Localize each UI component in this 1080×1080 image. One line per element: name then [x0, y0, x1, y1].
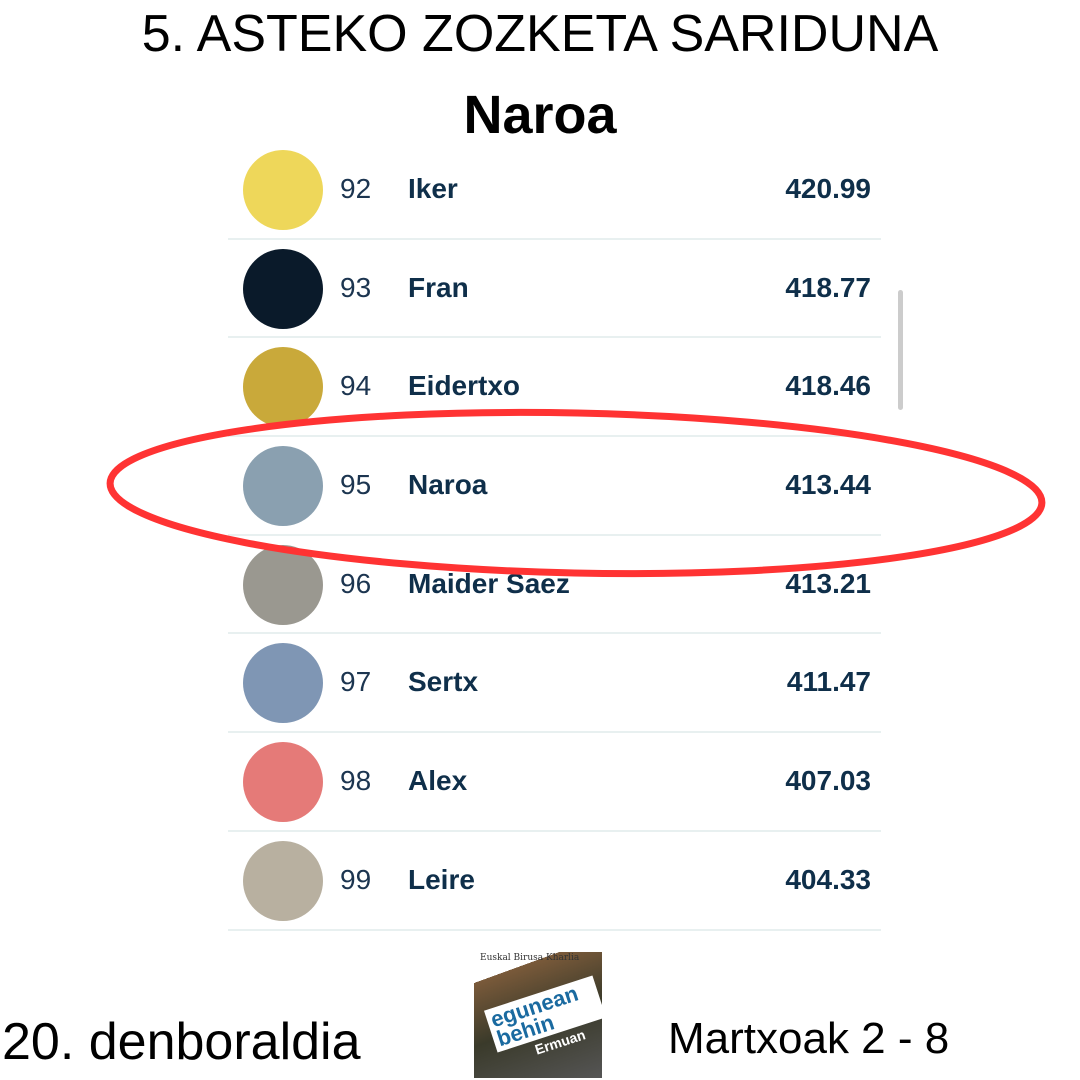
score: 418.46 [785, 370, 871, 402]
player-name[interactable]: Leire [408, 863, 475, 895]
ranking-row[interactable]: 95 Naroa 413.44 [228, 437, 881, 536]
player-name[interactable]: Fran [408, 271, 469, 303]
rank: 94 [340, 370, 372, 402]
score: 413.44 [785, 469, 871, 501]
player-name[interactable]: Iker [408, 173, 458, 204]
score: 413.21 [785, 567, 871, 599]
rank: 97 [340, 666, 372, 698]
player-name[interactable]: Naroa [408, 469, 488, 501]
player-name[interactable]: Sertx [408, 666, 479, 698]
date-range: Martxoak 2 - 8 [668, 1014, 950, 1063]
panda-avatar [243, 840, 323, 921]
person-photo-avatar [243, 544, 323, 625]
season-label: 20. denboraldia [2, 1013, 361, 1071]
ranking-row[interactable]: 93 Fran 418.77 [228, 240, 881, 339]
rank: 98 [340, 765, 372, 797]
score: 407.03 [785, 765, 871, 797]
player-name[interactable]: Maider Saez [408, 567, 570, 599]
page-title: 5. ASTEKO ZOZKETA SARIDUNA [141, 5, 939, 63]
xray-head-avatar [243, 248, 323, 329]
yellow-face-avatar [243, 150, 323, 230]
logo-brand: Euskal Birusa Kharlia [480, 953, 580, 963]
score: 418.77 [785, 271, 871, 303]
ranking-row[interactable]: 99 Leire 404.33 [228, 832, 881, 931]
ranking-row[interactable]: 96 Maider Saez 413.21 [228, 536, 881, 635]
ranking-row[interactable]: 97 Sertx 411.47 [228, 634, 881, 734]
score: 404.33 [785, 863, 871, 895]
player-name[interactable]: Eidertxo [408, 370, 521, 402]
score: 411.47 [786, 666, 871, 698]
pink-face-avatar [243, 742, 323, 823]
player-name[interactable]: Alex [408, 765, 468, 797]
paraglider-avatar [243, 643, 323, 724]
coast-photo-avatar [243, 446, 323, 527]
scrollbar[interactable] [898, 290, 903, 410]
ranking-list: 92 Iker 420.99 93 Fran 418.77 94 Eidertx… [228, 141, 881, 931]
sign-avatar [243, 347, 323, 428]
winner-name: Naroa [463, 85, 617, 145]
rank: 95 [340, 469, 372, 501]
ranking-row[interactable]: 98 Alex 407.03 [228, 733, 881, 832]
rank: 93 [340, 271, 372, 303]
rank: 96 [340, 567, 372, 599]
rank: 99 [340, 863, 372, 895]
ranking-row[interactable]: 92 Iker 420.99 [228, 141, 881, 240]
rank: 92 [340, 173, 372, 204]
ranking-row[interactable]: 94 Eidertxo 418.46 [228, 338, 881, 438]
egunean-behin-logo: Euskal Birusa Kharlia egunean behin Ermu… [474, 952, 602, 1078]
score: 420.99 [785, 173, 871, 204]
